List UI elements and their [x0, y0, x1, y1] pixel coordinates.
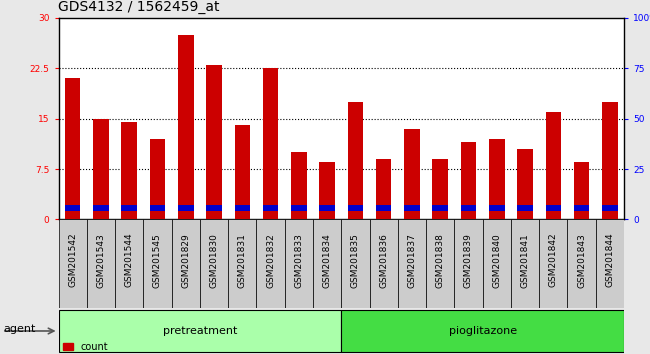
Text: GSM201842: GSM201842	[549, 233, 558, 287]
FancyBboxPatch shape	[482, 219, 511, 308]
Text: GSM201829: GSM201829	[181, 233, 190, 287]
Text: GSM201837: GSM201837	[408, 233, 417, 288]
Bar	[291, 152, 307, 219]
Text: GSM201835: GSM201835	[351, 233, 360, 288]
Text: GSM201843: GSM201843	[577, 233, 586, 287]
Text: GSM201833: GSM201833	[294, 233, 304, 288]
FancyBboxPatch shape	[341, 219, 369, 308]
FancyBboxPatch shape	[540, 219, 567, 308]
Bar	[348, 205, 363, 211]
Bar	[291, 205, 307, 211]
FancyBboxPatch shape	[115, 219, 143, 308]
Bar	[93, 119, 109, 219]
Bar	[432, 205, 448, 211]
Text: GSM201545: GSM201545	[153, 233, 162, 287]
Bar	[206, 205, 222, 211]
FancyBboxPatch shape	[285, 219, 313, 308]
Bar	[122, 205, 137, 211]
Bar	[461, 142, 476, 219]
Bar	[263, 205, 278, 211]
Text: pioglitazone: pioglitazone	[448, 326, 517, 336]
Text: GSM201836: GSM201836	[379, 233, 388, 288]
Bar	[348, 102, 363, 219]
Bar	[461, 205, 476, 211]
FancyBboxPatch shape	[313, 219, 341, 308]
Bar	[150, 139, 165, 219]
Bar	[235, 205, 250, 211]
Text: GSM201840: GSM201840	[492, 233, 501, 287]
Text: GSM201830: GSM201830	[209, 233, 218, 288]
Bar	[545, 205, 561, 211]
FancyBboxPatch shape	[398, 219, 426, 308]
Legend: count, percentile rank within the sample: count, percentile rank within the sample	[63, 342, 246, 354]
Bar	[235, 125, 250, 219]
FancyBboxPatch shape	[567, 219, 596, 308]
Bar	[517, 205, 533, 211]
FancyBboxPatch shape	[200, 219, 228, 308]
Bar	[319, 205, 335, 211]
Bar	[489, 139, 504, 219]
Bar	[545, 112, 561, 219]
Bar	[65, 205, 81, 211]
FancyBboxPatch shape	[58, 219, 87, 308]
Bar	[376, 205, 391, 211]
FancyBboxPatch shape	[596, 219, 624, 308]
Bar	[376, 159, 391, 219]
Bar	[489, 205, 504, 211]
Bar	[602, 205, 617, 211]
Bar	[432, 159, 448, 219]
Text: GSM201544: GSM201544	[125, 233, 134, 287]
FancyBboxPatch shape	[454, 219, 482, 308]
Text: agent: agent	[3, 324, 36, 334]
Bar	[574, 205, 590, 211]
FancyBboxPatch shape	[143, 219, 172, 308]
Text: GSM201834: GSM201834	[322, 233, 332, 287]
Text: GSM201839: GSM201839	[464, 233, 473, 288]
Text: GSM201542: GSM201542	[68, 233, 77, 287]
Bar	[319, 162, 335, 219]
Bar	[178, 34, 194, 219]
Bar	[178, 205, 194, 211]
Text: GSM201841: GSM201841	[521, 233, 530, 287]
FancyBboxPatch shape	[511, 219, 540, 308]
Bar	[65, 78, 81, 219]
Bar	[93, 205, 109, 211]
FancyBboxPatch shape	[341, 310, 624, 352]
Bar	[206, 65, 222, 219]
Text: GDS4132 / 1562459_at: GDS4132 / 1562459_at	[58, 0, 220, 14]
Bar	[263, 68, 278, 219]
FancyBboxPatch shape	[228, 219, 256, 308]
FancyBboxPatch shape	[369, 219, 398, 308]
FancyBboxPatch shape	[426, 219, 454, 308]
Bar	[404, 205, 420, 211]
Bar	[150, 205, 165, 211]
Bar	[122, 122, 137, 219]
Bar	[517, 149, 533, 219]
Text: GSM201844: GSM201844	[605, 233, 614, 287]
FancyBboxPatch shape	[87, 219, 115, 308]
Text: pretreatment: pretreatment	[162, 326, 237, 336]
FancyBboxPatch shape	[256, 219, 285, 308]
Bar	[404, 129, 420, 219]
Bar	[574, 162, 590, 219]
Text: GSM201838: GSM201838	[436, 233, 445, 288]
FancyBboxPatch shape	[58, 310, 341, 352]
Text: GSM201543: GSM201543	[96, 233, 105, 287]
Text: GSM201832: GSM201832	[266, 233, 275, 287]
FancyBboxPatch shape	[172, 219, 200, 308]
Bar	[602, 102, 617, 219]
Text: GSM201831: GSM201831	[238, 233, 247, 288]
